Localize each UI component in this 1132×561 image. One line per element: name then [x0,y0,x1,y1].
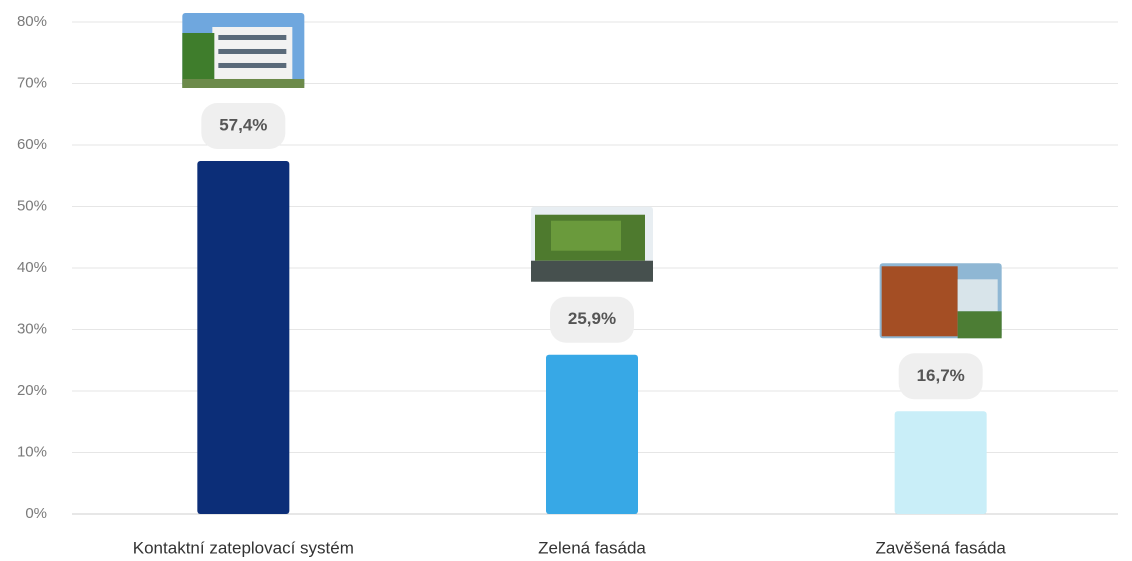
wood-facade [882,266,958,336]
x-tick-label: Zavěšená fasáda [875,538,1006,557]
page: 0% 10% 20% 30% 40% 50% 60% 70% 80% Kontaktní zate… [0,0,1132,561]
photo [182,13,304,88]
ground-floor [531,261,653,282]
green-wall-shade [551,221,621,251]
bar [197,161,289,514]
y-tick-label: 20% [17,382,47,399]
ground [182,79,304,88]
window-row [218,35,286,40]
value-label: 57,4% [219,115,267,134]
photo [531,207,653,282]
chart: 0% 10% 20% 30% 40% 50% 60% 70% 80% Kontaktní zate… [0,0,1132,561]
y-tick-label: 70% [17,74,47,91]
y-tick-label: 50% [17,197,47,214]
value-label: 25,9% [568,309,616,328]
value-label: 16,7% [917,366,965,385]
bar [546,355,638,514]
trees [958,311,1002,338]
y-tick-label: 80% [17,13,47,30]
y-tick-label: 0% [25,505,47,522]
y-tick-label: 60% [17,136,47,153]
y-tick-label: 10% [17,443,47,460]
bar [895,411,987,514]
x-tick-label: Kontaktní zateplovací systém [133,538,354,557]
x-tick-label: Zelená fasáda [538,538,646,557]
window-row [218,49,286,54]
glass [958,279,998,311]
photo [880,263,1002,338]
y-tick-label: 40% [17,259,47,276]
y-tick-label: 30% [17,320,47,337]
window-row [218,63,286,68]
